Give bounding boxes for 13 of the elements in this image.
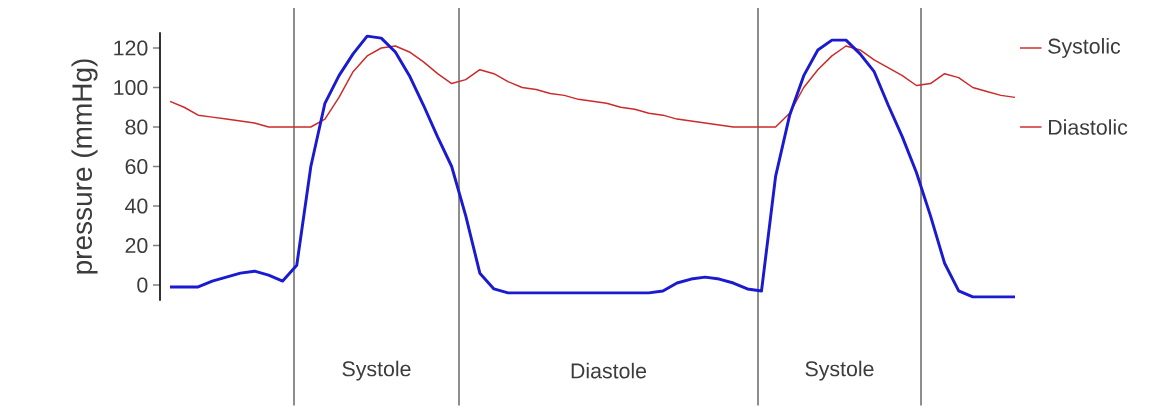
text: Systole [805, 360, 874, 381]
y-axis-title: pressure (mmHg) [71, 59, 98, 274]
ref-line-label: Diastolic [1048, 119, 1128, 135]
y-tick-label: 100 [114, 79, 148, 96]
text: Systole [342, 360, 411, 381]
y-tick-label: 60 [125, 158, 148, 175]
y-tick-label: 40 [125, 198, 148, 214]
y-tick-label: 80 [125, 119, 148, 135]
y-tick-label: 0 [137, 277, 148, 293]
ref-line-label: Systolic [1048, 38, 1121, 58]
text: Diastole [571, 362, 647, 379]
y-tick-label: 20 [125, 237, 148, 254]
y-tick-label: 120 [114, 40, 148, 56]
